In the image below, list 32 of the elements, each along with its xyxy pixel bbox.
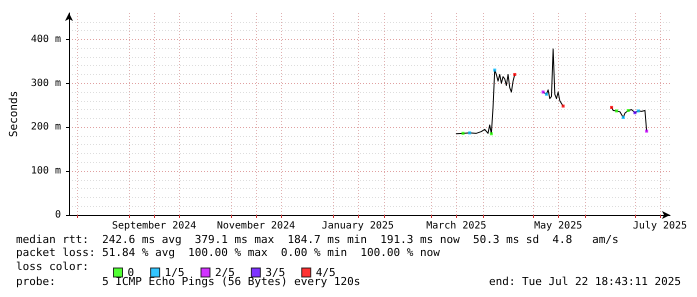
point [645,130,648,133]
point [513,72,516,76]
legend-title: loss color: [16,260,89,273]
point [622,116,625,120]
point [493,68,496,72]
point [544,92,548,96]
point [490,132,493,136]
y-tick-label: 300 m [30,78,61,89]
point [626,108,630,112]
point [542,90,545,94]
text: packet loss: 51.84 % avg 100.00 % max 0.00 % min 100.00 % now [16,246,440,259]
point [633,111,636,114]
point [636,109,640,112]
x-tick-label: July 2025 [632,220,688,232]
y-tick-label: 0 [54,210,61,220]
y-tick-label: 200 m [30,122,61,133]
point [610,106,614,109]
point [562,104,565,108]
point [468,131,472,134]
x-tick-label: September 2024 [112,220,196,232]
point [615,109,618,112]
y-axis-title: Seconds [7,90,20,138]
y-tick-label: 400 m [30,34,61,45]
x-tick-label: March 2025 [426,220,486,232]
text: end: Tue Jul 22 18:43:11 2025 [488,275,682,288]
point [461,132,464,135]
y-tick-label: 100 m [30,166,61,177]
text: median rtt: 242.6 ms avg 379.1 ms max 184.7 ms min 191.3 ms now 50.3 ms sd 4.8 am/s [16,233,619,246]
x-tick-label: November 2024 [216,220,296,232]
legend-label: 4/5 [316,266,336,279]
x-tick-label: May 2025 [534,220,582,232]
x-tick-label: January 2025 [322,220,394,232]
